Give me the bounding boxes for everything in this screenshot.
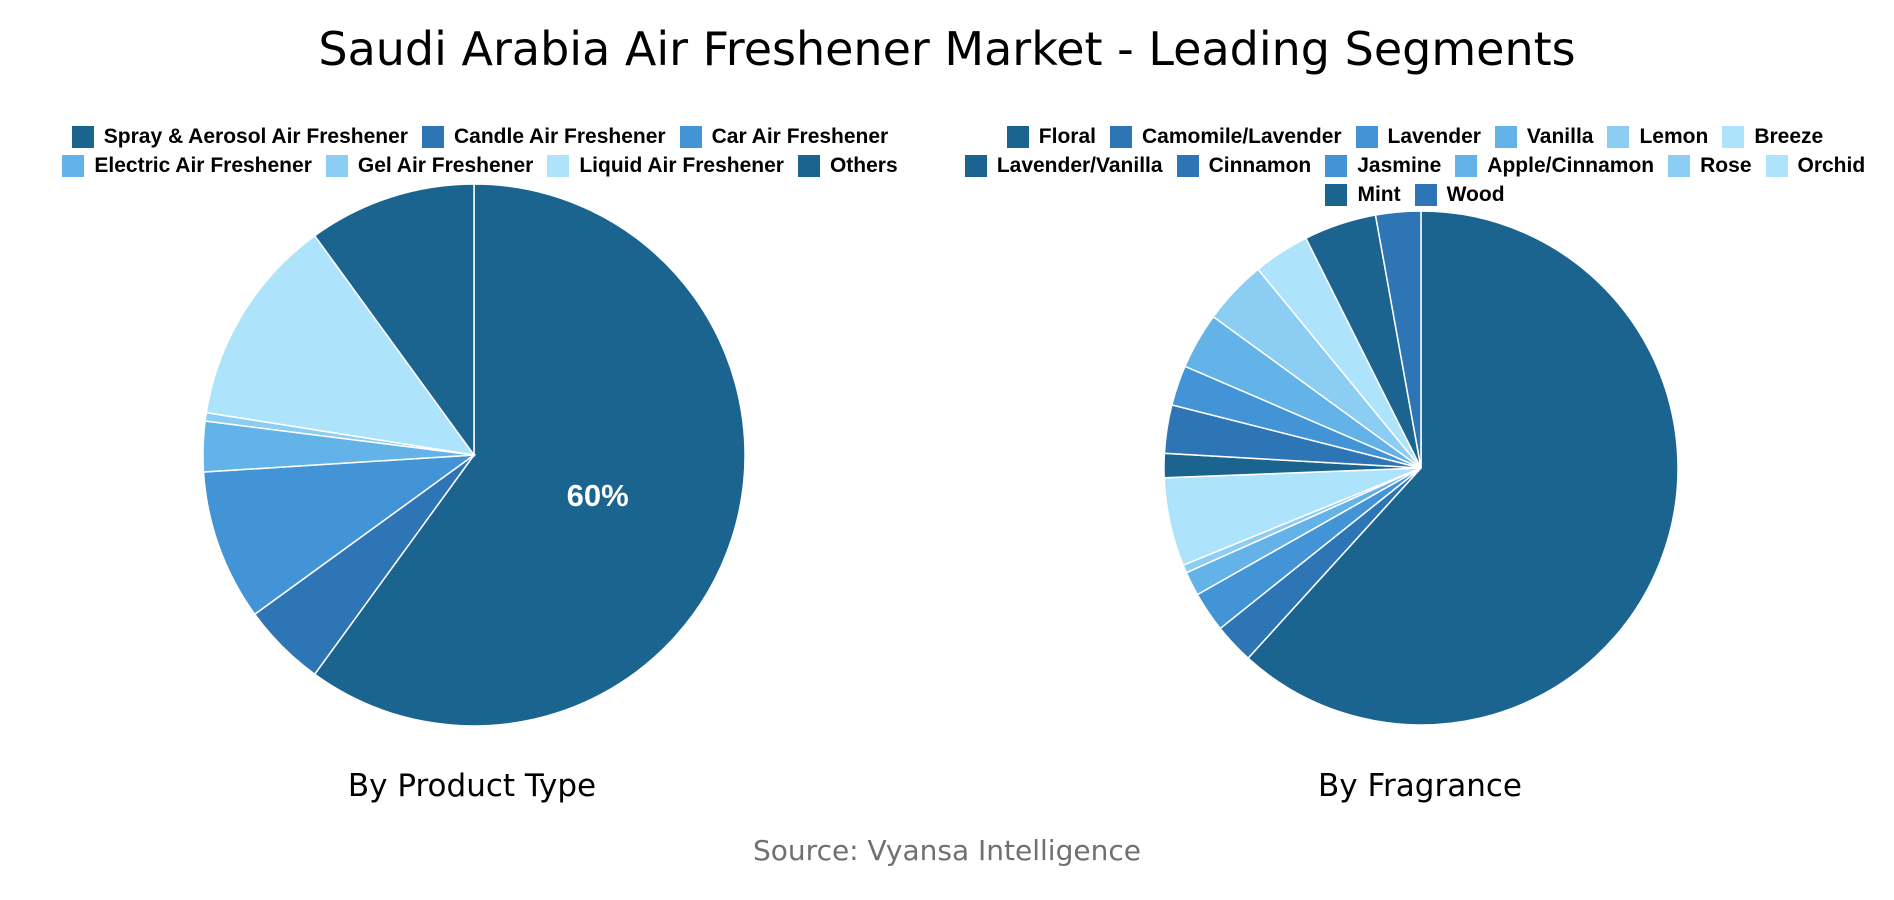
legend-item: Wood xyxy=(1414,183,1505,207)
fragrance-pie xyxy=(1163,210,1679,726)
legend-label: Spray & Aerosol Air Freshener xyxy=(103,125,408,148)
fragrance-subtitle: By Fragrance xyxy=(1318,768,1522,804)
product-type-subtitle: By Product Type xyxy=(347,768,597,804)
legend-swatch xyxy=(1325,184,1348,206)
legend-label: Camomile/Lavender xyxy=(1141,125,1342,148)
legend-item: Liquid Air Freshener xyxy=(547,154,784,178)
legend-label: Lemon xyxy=(1639,125,1709,148)
legend-item: Cinnamon xyxy=(1176,154,1312,178)
legend-item: Apple/Cinnamon xyxy=(1455,154,1654,178)
legend-label: Others xyxy=(829,154,898,177)
legend-swatch xyxy=(1722,126,1745,148)
legend-swatch xyxy=(1668,155,1691,177)
legend-item: Lemon xyxy=(1607,125,1708,149)
legend-label: Wood xyxy=(1446,183,1505,206)
legend-label: Liquid Air Freshener xyxy=(579,154,784,177)
legend-swatch xyxy=(1176,155,1199,177)
legend-item: Breeze xyxy=(1722,125,1823,149)
legend-item: Floral xyxy=(1006,125,1096,149)
legend-swatch xyxy=(71,126,94,148)
legend-swatch xyxy=(797,155,820,177)
legend-swatch xyxy=(1325,155,1348,177)
source-note: Source: Vyansa Intelligence xyxy=(753,834,1141,867)
legend-label: Floral xyxy=(1038,125,1096,148)
legend-item: Mint xyxy=(1325,183,1401,207)
legend-swatch xyxy=(1414,184,1437,206)
legend-label: Electric Air Freshener xyxy=(94,154,312,177)
legend-swatch xyxy=(964,155,987,177)
legend-swatch xyxy=(1355,126,1378,148)
legend-item: Vanilla xyxy=(1494,125,1594,149)
legend-item: Jasmine xyxy=(1325,154,1441,178)
legend-item: Lavender xyxy=(1355,125,1481,149)
pie-slice xyxy=(1374,210,1422,469)
legend-label: Rose xyxy=(1700,154,1752,177)
legend-label: Apple/Cinnamon xyxy=(1487,154,1655,177)
pie-slice xyxy=(313,183,746,727)
pie-slice xyxy=(1247,210,1679,726)
legend-swatch xyxy=(1006,126,1029,148)
legend-item: Lavender/Vanilla xyxy=(964,154,1163,178)
legend-item: Electric Air Freshener xyxy=(62,154,312,178)
legend-label: Lavender/Vanilla xyxy=(996,154,1163,177)
chart-title: Saudi Arabia Air Freshener Market - Lead… xyxy=(318,22,1576,76)
legend-item: Spray & Aerosol Air Freshener xyxy=(71,125,408,149)
legend-swatch xyxy=(325,155,348,177)
legend-label: Orchid xyxy=(1797,154,1866,177)
legend-swatch xyxy=(421,126,444,148)
legend-swatch xyxy=(1455,155,1478,177)
fragrance-legend: Floral Camomile/Lavender Lavender Vanilla Le… xyxy=(945,125,1885,207)
legend-swatch xyxy=(679,126,702,148)
legend-swatch xyxy=(1765,155,1788,177)
legend-label: Vanilla xyxy=(1526,125,1594,148)
legend-swatch xyxy=(1494,126,1517,148)
legend-item: Camomile/Lavender xyxy=(1109,125,1342,149)
legend-item: Gel Air Freshener xyxy=(325,154,534,178)
legend-item: Candle Air Freshener xyxy=(421,125,666,149)
legend-label: Breeze xyxy=(1754,125,1824,148)
legend-label: Jasmine xyxy=(1357,154,1442,177)
legend-label: Candle Air Freshener xyxy=(453,125,666,148)
legend-item: Orchid xyxy=(1765,154,1866,178)
legend-label: Car Air Freshener xyxy=(711,125,889,148)
legend-item: Car Air Freshener xyxy=(679,125,889,149)
product-type-legend: Spray & Aerosol Air Freshener Candle Air … xyxy=(20,125,940,178)
legend-item: Others xyxy=(797,154,898,178)
legend-label: Mint xyxy=(1357,183,1401,206)
legend-label: Lavender xyxy=(1387,125,1481,148)
legend-swatch xyxy=(62,155,85,177)
pie-slice xyxy=(205,234,476,457)
legend-swatch xyxy=(1607,126,1630,148)
pie-slice xyxy=(202,454,477,616)
legend-swatch xyxy=(1109,126,1132,148)
pie-slice xyxy=(313,183,475,458)
legend-label: Cinnamon xyxy=(1208,154,1312,177)
legend-swatch xyxy=(547,155,570,177)
legend-label: Gel Air Freshener xyxy=(357,154,534,177)
legend-item: Rose xyxy=(1668,154,1752,178)
slice-data-label: 60% xyxy=(567,478,629,513)
product-type-pie: 60% xyxy=(202,183,746,727)
